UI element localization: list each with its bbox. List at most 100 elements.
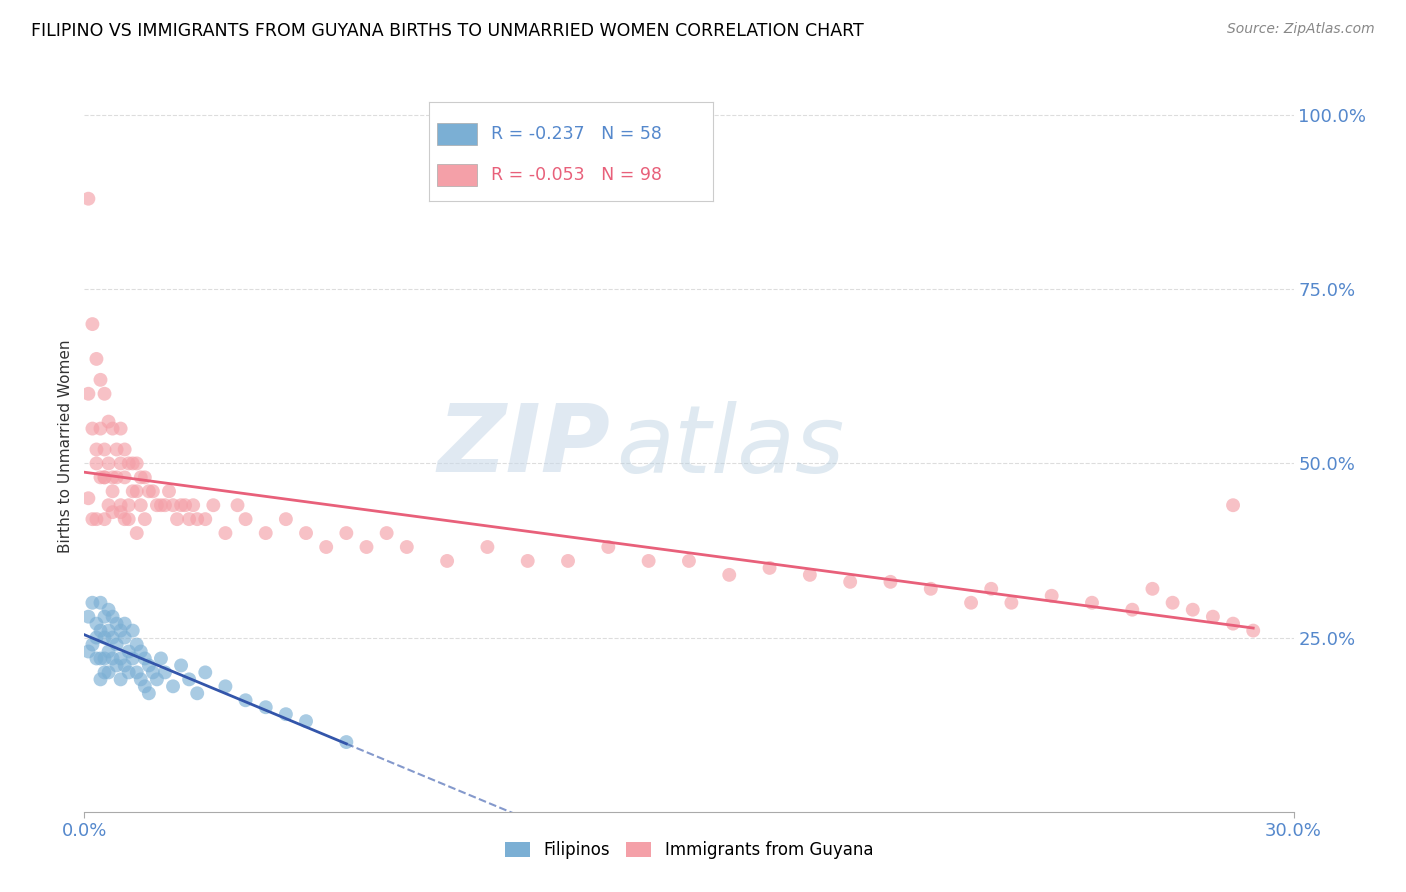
Point [86, 457, 108, 471]
Point [194, 665, 217, 680]
Point [118, 512, 141, 526]
Point [335, 526, 357, 541]
Point [153, 498, 176, 512]
Point [118, 498, 141, 512]
Point [89, 651, 111, 665]
Point [89, 373, 111, 387]
Point [114, 616, 136, 631]
Point [101, 505, 124, 519]
Point [1081, 596, 1104, 610]
Point [121, 651, 143, 665]
Point [105, 616, 128, 631]
Point [235, 512, 257, 526]
Point [114, 631, 136, 645]
Point [82, 317, 104, 331]
Point [89, 673, 111, 687]
Point [114, 512, 136, 526]
Point [110, 651, 132, 665]
Point [105, 470, 128, 484]
Point [335, 735, 357, 749]
Text: atlas: atlas [616, 401, 845, 491]
Point [1000, 596, 1022, 610]
Point [101, 609, 124, 624]
Point [179, 512, 201, 526]
Point [149, 498, 172, 512]
Point [97, 498, 120, 512]
Text: Source: ZipAtlas.com: Source: ZipAtlas.com [1227, 22, 1375, 37]
Point [86, 616, 108, 631]
Point [110, 673, 132, 687]
Point [125, 457, 148, 471]
Point [162, 679, 184, 693]
Point [1222, 616, 1244, 631]
Point [101, 484, 124, 499]
Point [89, 470, 111, 484]
Point [129, 644, 152, 658]
Point [1241, 624, 1264, 638]
Point [77, 192, 100, 206]
Text: FILIPINO VS IMMIGRANTS FROM GUYANA BIRTHS TO UNMARRIED WOMEN CORRELATION CHART: FILIPINO VS IMMIGRANTS FROM GUYANA BIRTH… [31, 22, 863, 40]
Point [315, 540, 337, 554]
Point [146, 673, 169, 687]
Point [134, 679, 156, 693]
Point [274, 707, 297, 722]
Text: ZIP: ZIP [437, 400, 610, 492]
Point [82, 512, 104, 526]
Point [138, 658, 160, 673]
Point [97, 457, 120, 471]
Point [129, 498, 152, 512]
Point [105, 442, 128, 457]
Point [226, 498, 249, 512]
Point [110, 498, 132, 512]
Point [89, 421, 111, 435]
Point [118, 457, 141, 471]
Point [93, 665, 115, 680]
Point [101, 651, 124, 665]
Point [186, 686, 208, 700]
Point [82, 596, 104, 610]
Point [170, 498, 193, 512]
Point [516, 554, 538, 568]
Point [93, 386, 115, 401]
Point [93, 609, 115, 624]
Point [97, 624, 120, 638]
Point [557, 554, 579, 568]
Point [170, 658, 193, 673]
Point [93, 470, 115, 484]
Point [110, 505, 132, 519]
Point [1161, 596, 1184, 610]
Point [186, 512, 208, 526]
Point [637, 554, 659, 568]
Point [799, 567, 821, 582]
Point [1142, 582, 1164, 596]
Point [125, 665, 148, 680]
Point [118, 665, 141, 680]
Point [254, 526, 277, 541]
Point [142, 484, 165, 499]
Point [1040, 589, 1063, 603]
Point [86, 512, 108, 526]
Point [879, 574, 901, 589]
Point [1202, 609, 1225, 624]
Point [110, 624, 132, 638]
Point [125, 526, 148, 541]
Point [93, 512, 115, 526]
Point [1222, 498, 1244, 512]
Point [839, 574, 862, 589]
Point [93, 631, 115, 645]
Point [134, 470, 156, 484]
Point [134, 512, 156, 526]
Point [678, 554, 700, 568]
Point [149, 651, 172, 665]
Point [214, 526, 236, 541]
Point [110, 421, 132, 435]
Point [477, 540, 499, 554]
Point [214, 679, 236, 693]
Point [1181, 603, 1204, 617]
Point [77, 491, 100, 506]
Point [82, 638, 104, 652]
Point [295, 714, 318, 728]
Point [718, 567, 741, 582]
Point [758, 561, 780, 575]
Point [181, 498, 204, 512]
